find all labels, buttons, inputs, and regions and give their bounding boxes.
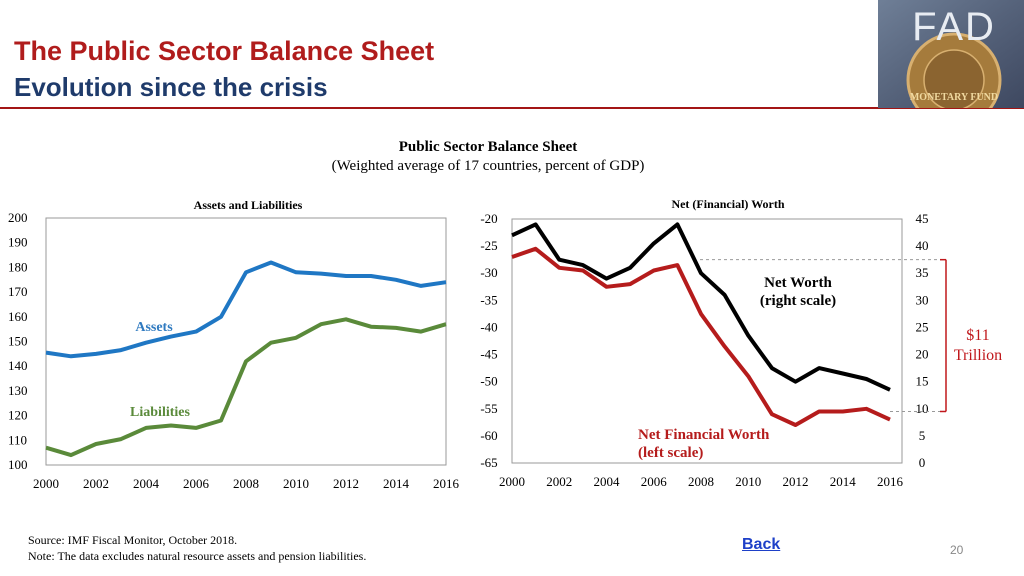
right-x-tick-label: 2000 [499, 474, 525, 489]
left-y-tick-label: 160 [8, 309, 28, 324]
net-financial-worth-scale-label: (left scale) [638, 445, 703, 461]
right-right-tick-label: 0 [919, 455, 926, 470]
right-right-tick-label: 25 [916, 319, 929, 334]
title-divider [0, 107, 1024, 109]
data-note: Note: The data excludes natural resource… [28, 549, 367, 563]
left-y-tick-label: 130 [8, 383, 28, 398]
right-chart-border [511, 218, 903, 464]
left-y-tick-label: 110 [8, 432, 27, 447]
right-chart-title: Net (Financial) Worth [671, 197, 784, 211]
trillion-bracket [940, 258, 947, 413]
svg-text:MONETARY FUND: MONETARY FUND [910, 92, 998, 103]
right-left-tick-label: -60 [480, 428, 497, 443]
left-chart-title: Assets and Liabilities [194, 198, 303, 212]
chart-subheading: (Weighted average of 17 countries, perce… [331, 158, 645, 174]
left-series [45, 260, 447, 458]
right-right-tick-label: 35 [916, 265, 929, 280]
right-left-tick-label: -40 [480, 319, 497, 334]
net-financial-worth-line [511, 246, 891, 427]
annotation-guides [700, 259, 946, 412]
right-x-tick-label: 2006 [641, 474, 668, 489]
right-right-tick-label: 45 [916, 211, 929, 226]
assets-label: Assets [135, 320, 173, 335]
right-left-tick-label: -30 [480, 265, 497, 280]
right-x-tick-label: 2014 [830, 474, 857, 489]
left-x-tick-label: 2006 [183, 476, 210, 491]
left-y-tick-label: 120 [8, 408, 28, 423]
left-y-tick-label: 200 [8, 210, 28, 225]
right-x-tick-label: 2002 [546, 474, 572, 489]
source-note: Source: IMF Fiscal Monitor, October 2018… [28, 533, 238, 547]
right-x-tick-label: 2008 [688, 474, 714, 489]
right-right-tick-label: 15 [916, 374, 929, 389]
left-x-tick-label: 2004 [133, 476, 160, 491]
right-x-tick-label: 2004 [594, 474, 621, 489]
left-x-tick-label: 2010 [283, 476, 309, 491]
left-y-tick-label: 190 [8, 235, 28, 250]
right-chart-left-axis: -20 -25 -30 -35 -40 -45 -50 -55 -60 -65 [480, 211, 497, 470]
left-x-tick-label: 2014 [383, 476, 410, 491]
annotation-unit: Trillion [954, 347, 1002, 364]
left-y-tick-label: 140 [8, 358, 28, 373]
annotation-value: $11 [966, 327, 989, 344]
slide-title: The Public Sector Balance Sheet [14, 36, 435, 66]
right-x-tick-label: 2016 [877, 474, 904, 489]
left-y-tick-label: 100 [8, 457, 28, 472]
right-right-tick-label: 10 [916, 401, 929, 416]
net-financial-worth-label: Net Financial Worth [638, 427, 770, 443]
left-y-tick-label: 150 [8, 334, 28, 349]
net-worth-label: Net Worth [764, 275, 832, 291]
assets-line [45, 260, 447, 359]
left-x-tick-label: 2016 [433, 476, 460, 491]
right-left-tick-label: -55 [480, 401, 497, 416]
right-series [511, 222, 891, 427]
net-worth-line [511, 222, 891, 392]
right-left-tick-label: -20 [480, 211, 497, 226]
slide-subtitle: Evolution since the crisis [14, 72, 328, 102]
left-x-tick-label: 2000 [33, 476, 59, 491]
svg-text:FAD: FAD [912, 5, 996, 49]
left-y-tick-label: 180 [8, 259, 28, 274]
right-left-tick-label: -65 [480, 455, 497, 470]
left-x-axis: 2000 2002 2004 2006 2008 2010 2012 2014 2016 [33, 476, 460, 491]
right-left-tick-label: -25 [480, 238, 497, 253]
right-right-tick-label: 5 [919, 428, 926, 443]
left-chart-frame [45, 217, 447, 466]
left-y-tick-label: 170 [8, 284, 28, 299]
left-x-tick-label: 2002 [83, 476, 109, 491]
right-right-tick-label: 20 [916, 347, 929, 362]
right-right-tick-label: 30 [916, 292, 929, 307]
right-right-tick-label: 40 [916, 238, 929, 253]
right-x-tick-label: 2010 [735, 474, 761, 489]
chart-heading: Public Sector Balance Sheet [398, 139, 578, 155]
liabilities-label: Liabilities [130, 405, 190, 420]
fad-logo: FAD MONETARY FUND [878, 0, 1024, 108]
left-x-tick-label: 2008 [233, 476, 259, 491]
left-x-tick-label: 2012 [333, 476, 359, 491]
net-worth-scale-label: (right scale) [760, 293, 836, 309]
liabilities-line [45, 317, 447, 458]
left-y-axis: 200 190 180 170 160 150 140 130 120 110 100 [8, 210, 28, 472]
right-left-tick-label: -35 [480, 292, 497, 307]
left-chart-border [45, 217, 447, 466]
right-x-tick-label: 2012 [783, 474, 809, 489]
right-left-tick-label: -45 [480, 347, 497, 362]
page-number: 20 [950, 543, 964, 557]
right-chart-right-axis: 45 40 35 30 25 20 15 10 5 0 [916, 211, 929, 470]
right-left-tick-label: -50 [480, 374, 497, 389]
back-link[interactable]: Back [742, 536, 781, 553]
right-x-axis: 2000 2002 2004 2006 2008 2010 2012 2014 2016 [499, 474, 904, 489]
